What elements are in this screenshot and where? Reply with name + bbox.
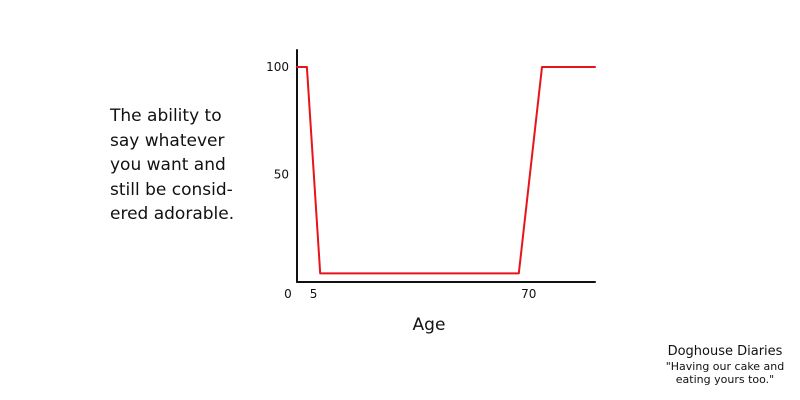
credit-quote-line-1: "Having our cake and	[665, 360, 785, 373]
x-tick-label-70: 70	[521, 287, 536, 301]
y-tick-label-100: 100	[266, 60, 289, 74]
y-axis-label-line-2: say whatever	[110, 130, 225, 151]
series-line-1	[296, 66, 596, 275]
y-axis-label-line-3: you want and	[110, 155, 226, 175]
y-axis-label-line-5: ered adorable.	[110, 204, 235, 224]
chart-axes	[296, 49, 596, 283]
credit-title: Doghouse Diaries	[667, 344, 783, 359]
y-tick-label-50: 50	[274, 168, 289, 182]
y-axis-label: The ability to say whatever you want and…	[110, 104, 270, 227]
x-axis-label: Age	[413, 315, 446, 335]
x-tick-label-5: 5	[310, 287, 318, 301]
chart-ticks: 0 5 70 100 50	[266, 60, 536, 301]
credit-quote-line-2: eating yours too."	[675, 373, 775, 386]
credit-block: Doghouse Diaries "Having our cake and ea…	[655, 344, 795, 386]
credit-quote: "Having our cake and eating yours too."	[655, 360, 795, 386]
x-tick-label-0: 0	[284, 287, 292, 301]
chart-series	[296, 66, 596, 275]
y-axis-label-line-1: The ability to	[110, 106, 222, 126]
y-axis-label-line-4: still be consid-	[110, 179, 233, 200]
